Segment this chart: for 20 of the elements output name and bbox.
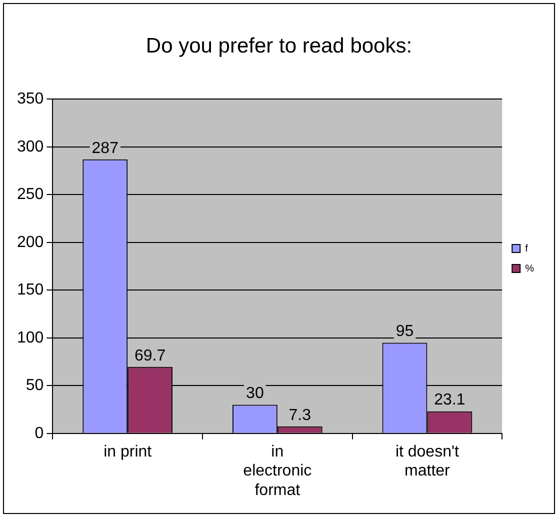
data-label: 23.1	[434, 392, 466, 409]
y-tick-label: 350	[16, 90, 44, 108]
data-label: 95	[396, 323, 414, 340]
y-tick-label: 250	[16, 186, 44, 204]
legend-label: f	[525, 243, 528, 254]
y-tick-label: 0	[34, 424, 44, 442]
y-tick-label: 300	[16, 138, 44, 156]
x-tick-label: in electronic format	[243, 443, 312, 499]
data-label: 30	[246, 385, 264, 402]
x-tick-label: it doesn't matter	[395, 443, 460, 480]
y-tick-label: 100	[16, 329, 44, 346]
x-tick-label: in print	[104, 443, 152, 460]
legend-label: %	[525, 263, 534, 274]
chart-title: Do you prefer to read books:	[146, 34, 412, 58]
y-tick-label: 200	[16, 234, 44, 251]
data-label: 287	[92, 140, 119, 157]
y-tick-label: 150	[16, 282, 44, 299]
data-label: 7.3	[288, 406, 312, 424]
y-tick-label: 50	[26, 377, 44, 394]
data-label: 69.7	[134, 347, 166, 364]
